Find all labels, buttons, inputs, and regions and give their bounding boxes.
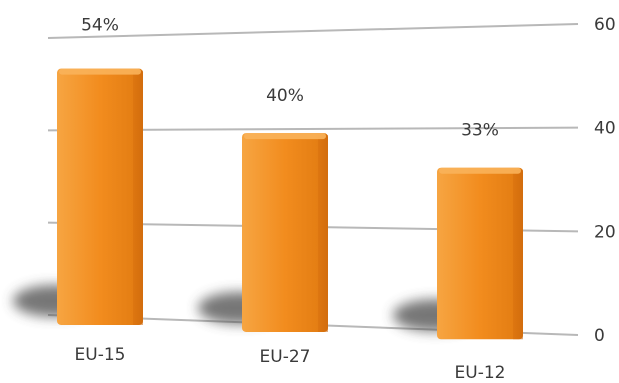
labels: 0 20 40 60 54% EU-15 40% EU-27 33% EU-12 [75, 15, 616, 383]
bar [437, 167, 523, 340]
data-label: 54% [81, 16, 119, 36]
bar-top [244, 133, 326, 140]
bar-top [59, 68, 141, 75]
bars [57, 68, 523, 340]
bar-side [318, 135, 328, 332]
y-tick-label: 20 [594, 222, 616, 242]
category-label: EU-27 [260, 347, 311, 367]
y-tick-label: 40 [594, 119, 616, 139]
y-tick-label: 0 [594, 326, 605, 346]
bar [242, 133, 328, 332]
category-label: EU-12 [455, 363, 506, 383]
category-label: EU-15 [75, 345, 126, 365]
bar-side [513, 169, 523, 340]
data-label: 40% [266, 86, 304, 106]
data-label: 33% [461, 121, 499, 141]
bar [57, 68, 143, 325]
gridline [47, 23, 579, 39]
bar-top [439, 167, 521, 174]
bar-side [133, 70, 143, 325]
y-tick-label: 60 [594, 15, 616, 35]
